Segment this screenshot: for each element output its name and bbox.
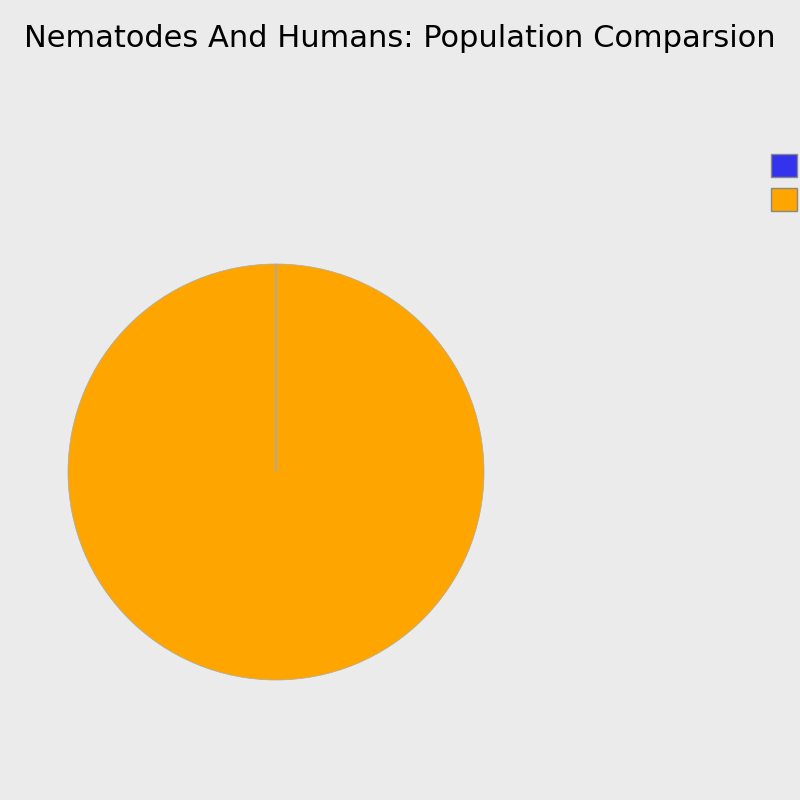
Legend: Humans, Nematodes: Humans, Nematodes	[762, 145, 800, 220]
Wedge shape	[68, 264, 484, 680]
Text: Nematodes And Humans: Population Comparsion: Nematodes And Humans: Population Compars…	[24, 24, 776, 53]
